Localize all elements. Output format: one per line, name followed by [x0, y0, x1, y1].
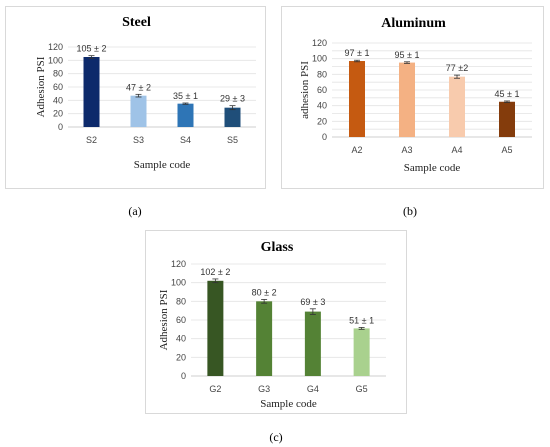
- glass-bar-g5: [353, 328, 370, 376]
- glass-chart-panel: Glass 0 20 40 60 80 100 120 Adhesion PSI Sample c…: [145, 230, 407, 414]
- aluminum-bar-a4: [449, 76, 465, 137]
- glass-x-tick-label: G4: [307, 384, 319, 394]
- glass-y-tick-label: 20: [176, 352, 186, 362]
- aluminum-error-bar-a4: [454, 74, 460, 79]
- aluminum-x-tick-label: A5: [501, 145, 512, 155]
- steel-chart-title: Steel: [122, 15, 151, 30]
- glass-bar-g2: [207, 280, 224, 376]
- steel-y-tick-label: 0: [58, 122, 63, 132]
- steel-bar-s3: [130, 95, 147, 127]
- steel-y-tick-label: 60: [53, 82, 63, 92]
- glass-error-bar-g5: [358, 327, 365, 330]
- glass-y-tick-label: 0: [181, 371, 186, 381]
- aluminum-chart-panel: Aluminum 0 20 40 60 80 100 120 adhesion PSI Sampl…: [281, 6, 544, 189]
- glass-x-axis-label: Sample code: [260, 398, 317, 410]
- glass-y-tick-label: 80: [176, 296, 186, 306]
- steel-x-tick-label: S2: [86, 135, 97, 145]
- aluminum-y-axis-label: adhesion PSI: [299, 61, 311, 119]
- steel-error-bar-s2: [88, 55, 95, 59]
- glass-bar-g3: [256, 301, 273, 376]
- steel-bar-s5: [224, 107, 241, 127]
- aluminum-bar-a3: [399, 62, 415, 138]
- aluminum-y-tick-label: 120: [312, 38, 327, 48]
- glass-x-tick-label: G3: [258, 384, 270, 394]
- aluminum-y-tick-label: 100: [312, 54, 327, 64]
- caption-a: (a): [128, 204, 142, 218]
- aluminum-y-tick-label: 40: [317, 101, 327, 111]
- aluminum-x-tick-label: A4: [451, 145, 462, 155]
- aluminum-data-label-a3: 95 ± 1: [395, 50, 420, 60]
- steel-y-axis-label: Adhesion PSI: [35, 56, 47, 117]
- aluminum-chart: Aluminum 0 20 40 60 80 100 120 adhesion PSI Sampl…: [299, 16, 532, 174]
- aluminum-error-bar-a5: [504, 100, 510, 103]
- caption-c: (c): [269, 430, 283, 444]
- steel-data-label-s4: 35 ± 1: [173, 91, 198, 101]
- glass-bar-g4: [304, 311, 321, 376]
- steel-data-label-s3: 47 ± 2: [126, 82, 151, 92]
- glass-y-tick-label: 120: [171, 259, 186, 269]
- steel-bar-s2: [83, 57, 100, 127]
- glass-y-tick-label: 60: [176, 315, 186, 325]
- steel-chart-panel: Steel 0 20 40 60 80 100 120 Adhesion PSI Sample c…: [5, 6, 266, 189]
- steel-y-tick-label: 40: [53, 95, 63, 105]
- aluminum-error-bar-a2: [354, 59, 360, 63]
- glass-data-label-g5: 51 ± 1: [349, 315, 374, 325]
- glass-chart: Glass 0 20 40 60 80 100 120 Adhesion PSI Sample c…: [158, 240, 386, 410]
- glass-y-tick-label: 100: [171, 278, 186, 288]
- steel-x-tick-label: S4: [180, 135, 191, 145]
- steel-error-bar-s3: [135, 93, 142, 98]
- glass-x-tick-label: G2: [209, 384, 221, 394]
- steel-data-label-s5: 29 ± 3: [220, 94, 245, 104]
- aluminum-data-label-a4: 77 ±2: [446, 63, 468, 73]
- steel-error-bar-s5: [229, 105, 236, 111]
- aluminum-data-label-a2: 97 ± 1: [345, 48, 370, 58]
- aluminum-y-tick-label: 20: [317, 116, 327, 126]
- aluminum-x-tick-label: A2: [351, 145, 362, 155]
- glass-error-bar-g4: [309, 308, 316, 315]
- steel-data-label-s2: 105 ± 2: [77, 44, 107, 54]
- aluminum-y-tick-label: 0: [322, 132, 327, 142]
- aluminum-y-tick-label: 80: [317, 69, 327, 79]
- glass-data-label-g3: 80 ± 2: [252, 287, 277, 297]
- caption-b: (b): [403, 204, 417, 218]
- steel-x-axis-label: Sample code: [134, 159, 191, 171]
- steel-y-tick-label: 20: [53, 109, 63, 119]
- glass-data-label-g2: 102 ± 2: [200, 267, 230, 277]
- aluminum-bar-a2: [349, 61, 365, 138]
- aluminum-x-tick-label: A3: [401, 145, 412, 155]
- glass-y-axis-label: Adhesion PSI: [158, 289, 170, 350]
- steel-error-bar-s4: [182, 102, 189, 105]
- glass-chart-title: Glass: [261, 240, 294, 255]
- steel-x-tick-label: S3: [133, 135, 144, 145]
- aluminum-chart-title: Aluminum: [381, 16, 446, 31]
- aluminum-x-axis-label: Sample code: [404, 162, 461, 174]
- glass-y-tick-label: 40: [176, 334, 186, 344]
- steel-y-tick-label: 120: [48, 42, 63, 52]
- aluminum-bar-a5: [499, 101, 515, 137]
- glass-error-bar-g3: [261, 299, 268, 304]
- steel-bar-s4: [177, 103, 194, 127]
- glass-error-bar-g2: [212, 278, 219, 284]
- glass-x-tick-label: G5: [356, 384, 368, 394]
- steel-y-tick-label: 100: [48, 55, 63, 65]
- glass-data-label-g4: 69 ± 3: [300, 297, 325, 307]
- aluminum-error-bar-a3: [404, 61, 410, 64]
- steel-x-tick-label: S5: [227, 135, 238, 145]
- aluminum-data-label-a5: 45 ± 1: [495, 89, 520, 99]
- aluminum-y-tick-label: 60: [317, 85, 327, 95]
- steel-y-tick-label: 80: [53, 69, 63, 79]
